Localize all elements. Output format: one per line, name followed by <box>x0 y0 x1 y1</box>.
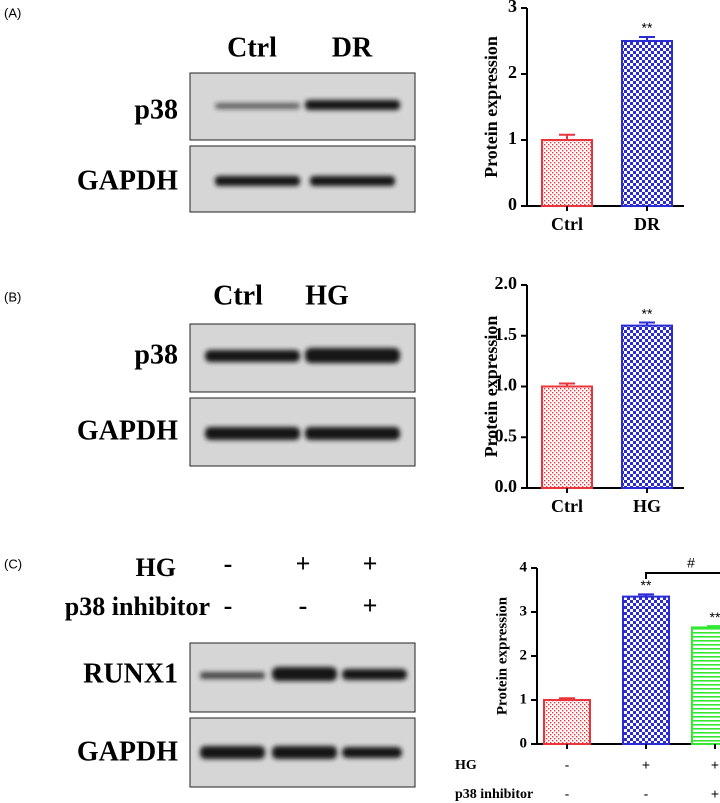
y-tick-label: 2.0 <box>495 273 518 293</box>
y-tick-label: 3 <box>508 0 517 16</box>
x-row-sign: - <box>565 757 570 773</box>
blot-band <box>342 669 407 680</box>
error-bar <box>559 133 575 140</box>
y-tick-label: 1.5 <box>495 324 518 344</box>
blot-band <box>272 746 337 759</box>
x-row-sign: - <box>565 786 570 802</box>
condition-label: HG <box>136 553 176 582</box>
protein-label: GAPDH <box>77 165 178 196</box>
y-axis-label: Protein expression <box>481 36 501 178</box>
x-tick-label: HG <box>633 496 661 516</box>
y-tick-label: 1 <box>520 691 528 707</box>
error-bar <box>639 321 655 326</box>
y-axis-label: Protein expression <box>481 316 501 458</box>
bar <box>622 595 670 745</box>
x-row-sign: + <box>711 757 719 773</box>
blot-band <box>215 176 300 186</box>
error-bar <box>559 697 575 700</box>
y-tick-label: 1 <box>508 128 517 148</box>
y-tick-label: 0 <box>520 735 528 751</box>
blot-band <box>310 176 395 186</box>
condition-sign: + <box>296 549 311 578</box>
significance: ** <box>641 577 652 593</box>
protein-label: p38 <box>134 339 178 370</box>
blot-band <box>205 350 300 362</box>
y-tick-label: 0.5 <box>495 425 518 445</box>
y-tick-label: 2 <box>520 647 528 663</box>
bar <box>621 324 673 489</box>
x-tick-label: DR <box>634 214 661 234</box>
bar <box>541 139 593 207</box>
y-tick-label: 4 <box>520 559 528 575</box>
x-row-label: p38 inhibitor <box>455 787 533 802</box>
blot-band <box>305 427 400 440</box>
y-axis-label: Protein expression <box>494 596 510 715</box>
x-row-sign: + <box>711 786 719 802</box>
blot-band <box>215 103 300 109</box>
significance: ** <box>642 305 653 321</box>
panel-label: (B) <box>4 289 21 304</box>
y-tick-label: 0.0 <box>495 476 518 496</box>
panel-label: (A) <box>4 5 21 20</box>
x-tick-label: Ctrl <box>551 214 583 234</box>
blot-band <box>200 746 265 759</box>
blot-band <box>305 348 400 363</box>
significance: ** <box>642 20 653 36</box>
lane-label: Ctrl <box>227 32 277 63</box>
y-tick-label: 3 <box>520 603 528 619</box>
y-tick-label: 0 <box>508 194 517 214</box>
condition-label: p38 inhibitor <box>65 592 210 621</box>
x-row-label: HG <box>455 758 477 773</box>
protein-label: RUNX1 <box>83 658 178 689</box>
x-row-sign: - <box>644 786 649 802</box>
lane-label: Ctrl <box>213 280 263 311</box>
error-bar <box>638 593 654 597</box>
condition-sign: + <box>363 549 378 578</box>
condition-sign: - <box>224 549 233 578</box>
protein-label: p38 <box>134 94 178 125</box>
y-tick-label: 2 <box>508 62 517 82</box>
bar <box>691 626 720 746</box>
blot-band <box>200 672 265 679</box>
condition-sign: + <box>363 591 378 620</box>
lane-label: HG <box>305 280 349 311</box>
condition-sign: - <box>299 591 308 620</box>
bar <box>541 385 593 489</box>
significance: ** <box>710 609 720 625</box>
y-tick-label: 1.0 <box>495 375 518 395</box>
error-bar <box>559 382 575 387</box>
bar <box>543 699 591 745</box>
lane-label: DR <box>332 32 373 63</box>
error-bar <box>639 36 655 41</box>
condition-sign: - <box>224 591 233 620</box>
protein-label: GAPDH <box>77 415 178 446</box>
bar <box>621 40 673 207</box>
blot-band <box>272 667 337 681</box>
blot-band <box>305 100 400 110</box>
blot-band <box>342 747 402 758</box>
panel-label: (C) <box>4 556 22 571</box>
comparison-label: # <box>687 555 695 571</box>
x-tick-label: Ctrl <box>551 496 583 516</box>
error-bar <box>707 625 720 628</box>
blot-band <box>205 427 300 440</box>
comparison-bracket <box>645 572 720 579</box>
x-row-sign: + <box>642 757 650 773</box>
protein-label: GAPDH <box>77 736 178 767</box>
